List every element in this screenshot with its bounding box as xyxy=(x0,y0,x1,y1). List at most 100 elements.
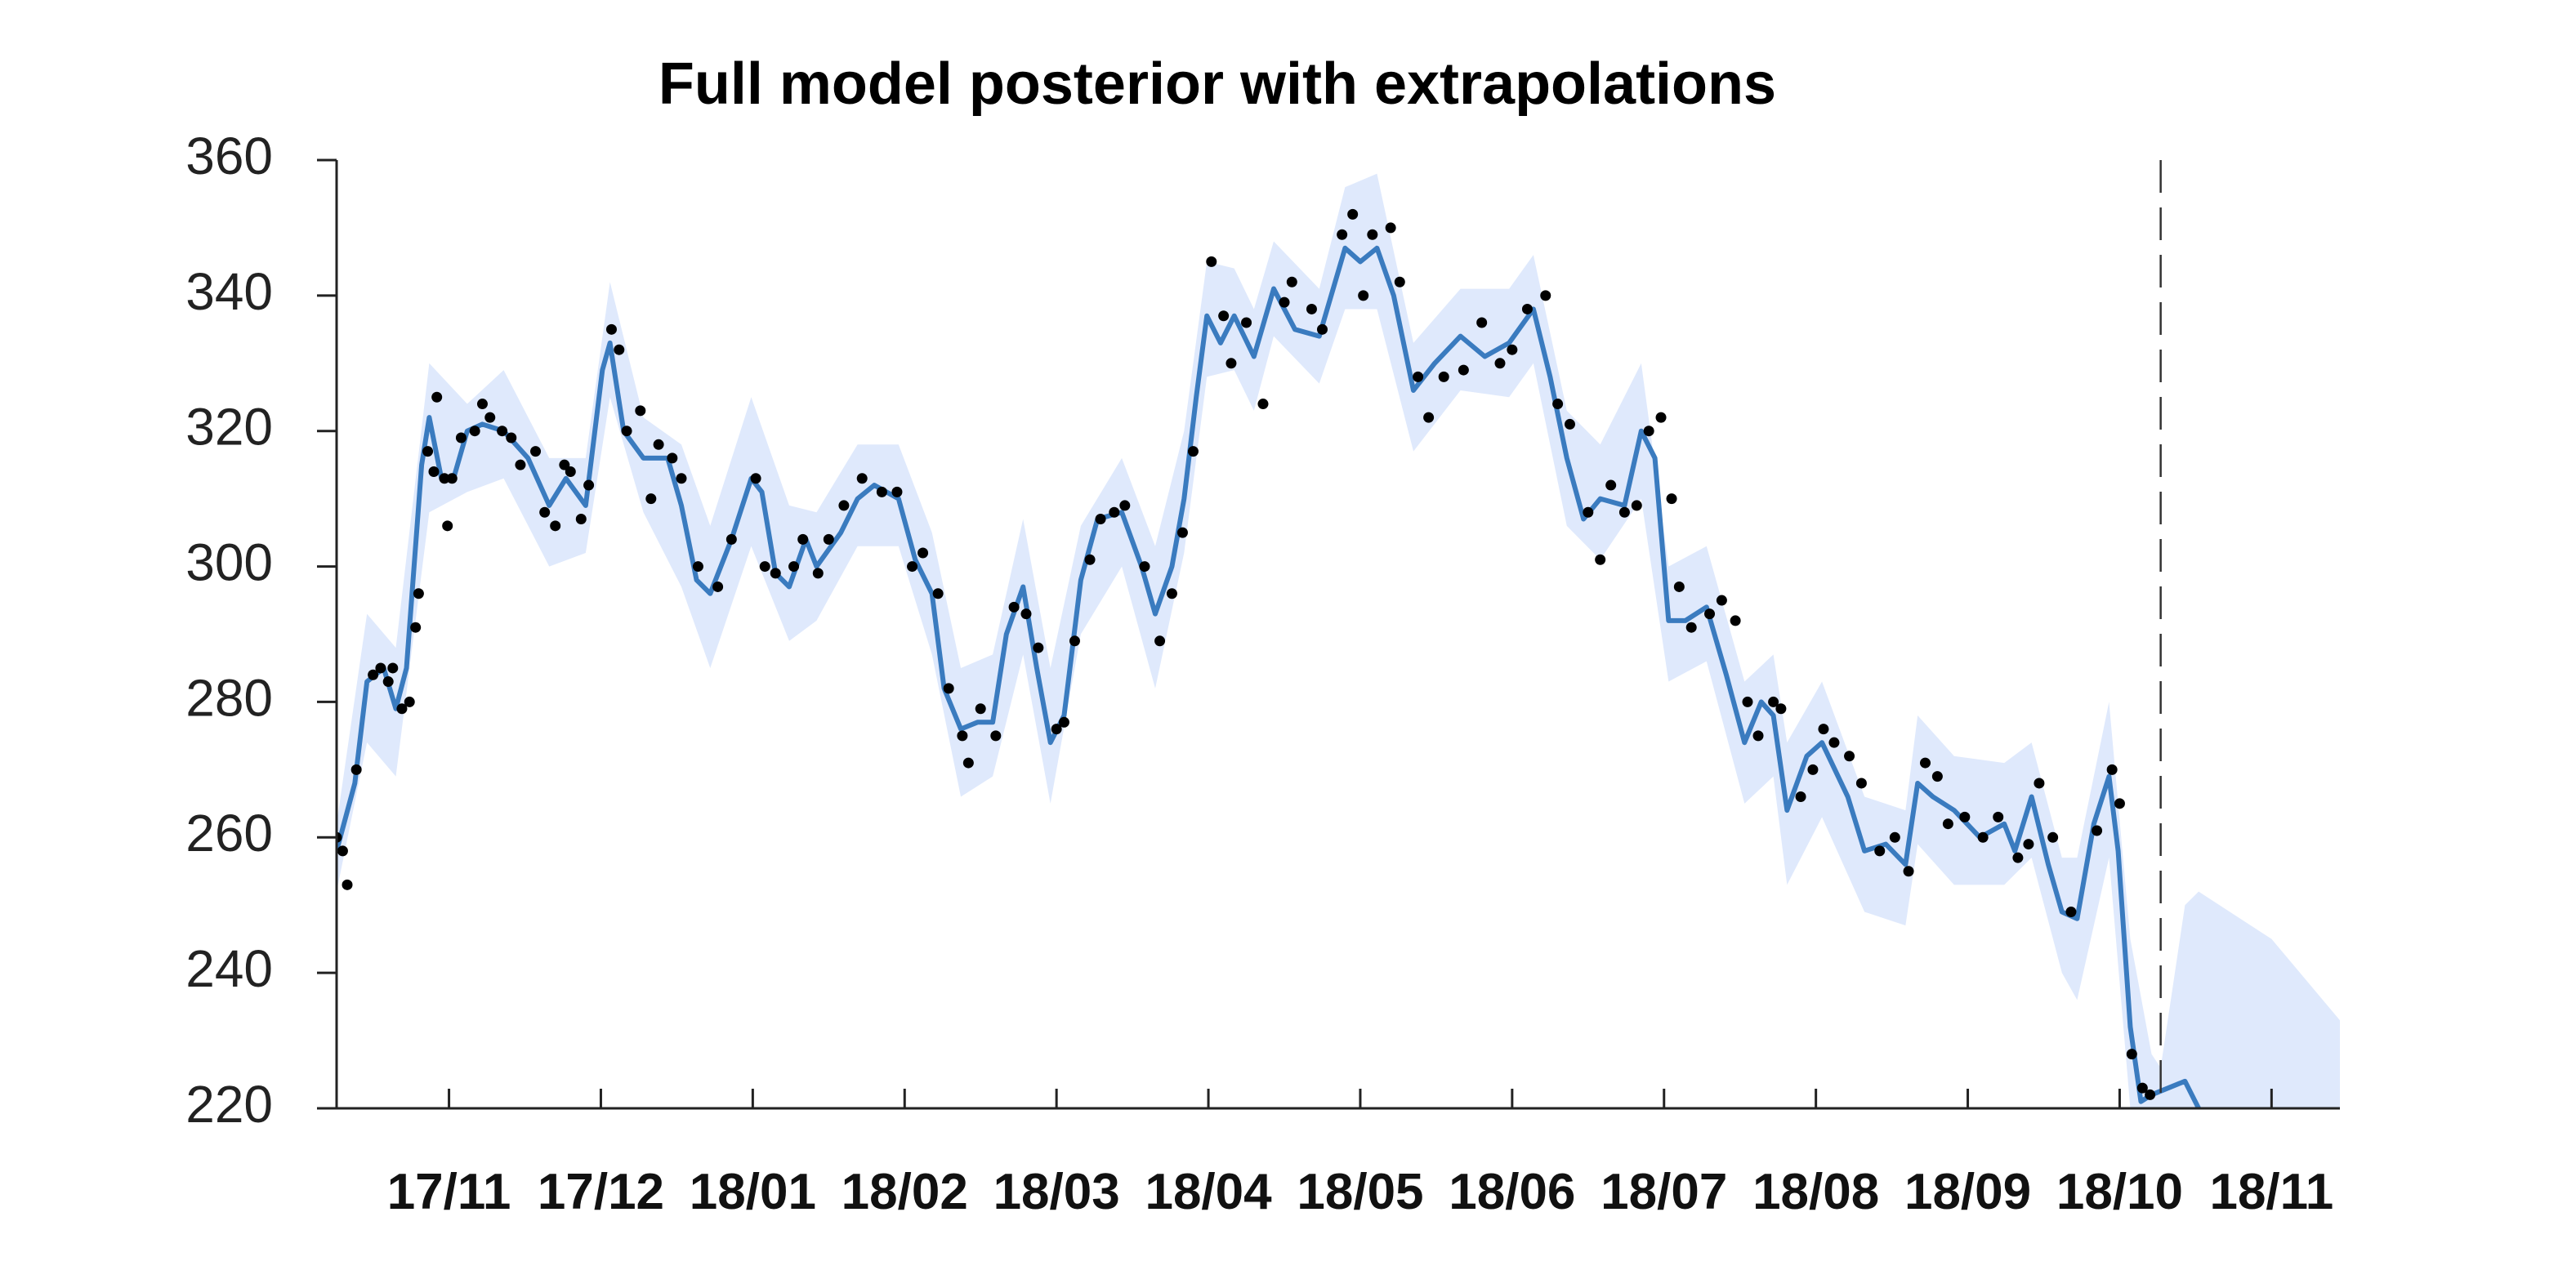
observation xyxy=(428,466,440,477)
observation xyxy=(750,473,761,484)
observation xyxy=(891,486,903,497)
observation xyxy=(455,432,467,443)
x-tick-label: 18/06 xyxy=(1449,1164,1575,1220)
observation xyxy=(1818,724,1829,735)
observation xyxy=(1631,500,1642,511)
observation xyxy=(1716,595,1727,606)
observation xyxy=(635,405,646,417)
x-tick-label: 17/12 xyxy=(538,1164,664,1220)
observation xyxy=(2023,839,2034,850)
y-tick-label: 260 xyxy=(185,804,273,862)
observation xyxy=(856,473,868,484)
observation xyxy=(1218,310,1230,322)
observation xyxy=(917,547,929,559)
observation xyxy=(1844,751,1855,762)
observation xyxy=(1666,493,1677,505)
observation xyxy=(439,473,450,484)
observation xyxy=(1337,229,1348,240)
observation xyxy=(1942,818,1953,830)
y-tick-label: 320 xyxy=(185,398,273,457)
observation xyxy=(1306,303,1317,314)
observation xyxy=(1742,696,1753,707)
observation xyxy=(539,506,551,518)
observation xyxy=(1855,778,1867,789)
x-tick-label: 18/04 xyxy=(1145,1164,1272,1220)
observation xyxy=(1119,500,1131,511)
observation xyxy=(1084,554,1096,565)
observation xyxy=(1458,364,1469,376)
observation xyxy=(2012,852,2024,863)
observation xyxy=(413,588,424,599)
observation xyxy=(990,730,1002,742)
observation xyxy=(1413,371,1424,382)
observation xyxy=(2136,1082,2148,1094)
observation xyxy=(692,561,703,573)
observation xyxy=(1257,399,1269,410)
observation xyxy=(446,473,458,484)
observation xyxy=(575,514,587,525)
observation xyxy=(1051,724,1062,735)
observation xyxy=(725,533,737,545)
observation xyxy=(1367,229,1378,240)
observation xyxy=(2145,1089,2156,1100)
observation xyxy=(962,757,974,769)
observation xyxy=(1655,412,1667,423)
observation xyxy=(1008,601,1020,613)
observation xyxy=(583,479,595,491)
observation xyxy=(559,459,570,470)
observation xyxy=(387,662,399,674)
observation xyxy=(1358,290,1369,301)
x-tick-label: 18/03 xyxy=(993,1164,1120,1220)
observation xyxy=(1225,358,1237,369)
observation xyxy=(2106,764,2118,775)
observation xyxy=(667,452,678,464)
plot-area xyxy=(337,173,2340,1108)
observation xyxy=(476,399,488,410)
observation xyxy=(422,446,434,457)
observation xyxy=(1095,514,1106,525)
observation xyxy=(812,568,824,579)
observation xyxy=(770,568,781,579)
observation xyxy=(1768,696,1779,707)
observation xyxy=(342,879,353,890)
chart-title: Full model posterior with extrapolations xyxy=(659,51,1776,117)
observation xyxy=(759,561,770,573)
observation xyxy=(621,426,632,437)
observation xyxy=(2065,907,2077,918)
observation xyxy=(497,426,508,437)
observation xyxy=(1347,208,1359,220)
observation xyxy=(605,323,617,335)
observation xyxy=(1139,561,1150,573)
observation xyxy=(1385,222,1396,234)
observation xyxy=(1154,635,1166,647)
observation xyxy=(1176,527,1188,538)
observation xyxy=(350,764,362,775)
observation xyxy=(396,703,408,715)
observation xyxy=(823,533,834,545)
y-tick-label: 360 xyxy=(185,127,273,185)
x-tick-label: 17/11 xyxy=(387,1164,511,1220)
observation xyxy=(1241,317,1252,328)
observation xyxy=(550,520,561,532)
observation xyxy=(375,662,386,674)
observation xyxy=(1874,845,1886,857)
observation xyxy=(1552,399,1564,410)
y-tick-label: 240 xyxy=(185,939,273,998)
y-tick-label: 340 xyxy=(185,262,273,321)
observation xyxy=(1286,276,1297,287)
observation xyxy=(1889,831,1900,843)
observation xyxy=(442,520,453,532)
observation xyxy=(1977,831,1989,843)
observation xyxy=(1775,703,1787,715)
observation xyxy=(1673,581,1685,592)
observation xyxy=(1959,811,1971,822)
x-tick-label: 18/07 xyxy=(1601,1164,1727,1220)
observation xyxy=(1109,506,1120,518)
observation xyxy=(2114,798,2125,809)
observation xyxy=(1828,737,1840,748)
observation xyxy=(1595,554,1606,565)
observation xyxy=(1058,716,1069,728)
observation xyxy=(431,391,443,403)
observation xyxy=(876,486,887,497)
